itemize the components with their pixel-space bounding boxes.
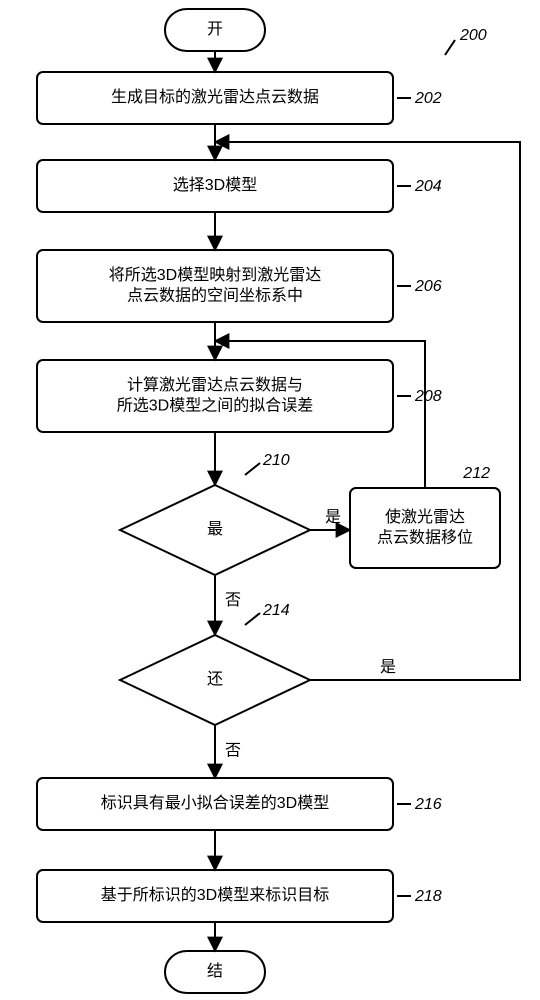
label-214: 214 (262, 602, 290, 619)
edge-214-no: 否 (225, 743, 241, 760)
terminal-end-text: 结 (207, 962, 223, 980)
decision-214-text: 还 (207, 670, 223, 688)
flowchart: 200开结生成目标的激光雷达点云数据选择3D模型将所选3D模型映射到激光雷达点云… (0, 0, 540, 1000)
process-208 (37, 360, 393, 432)
process-208-text: 计算激光雷达点云数据与 (127, 375, 303, 394)
label-206: 206 (414, 278, 442, 295)
label-212: 212 (462, 465, 490, 482)
process-202-text: 生成目标的激光雷达点云数据 (111, 88, 319, 106)
process-206-text: 将所选3D模型映射到激光雷达 (109, 266, 321, 284)
label-216: 216 (414, 796, 442, 813)
label-210-tick (245, 463, 260, 475)
process-216-text: 标识具有最小拟合误差的3D模型 (101, 794, 329, 812)
figure-label: 200 (459, 27, 487, 44)
process-204-text: 选择3D模型 (173, 176, 257, 194)
process-206-text: 点云数据的空间坐标系中 (127, 287, 303, 305)
label-204: 204 (414, 178, 442, 195)
edge-210-yes: 是 (325, 509, 341, 526)
label-210: 210 (262, 452, 290, 469)
process-218-text: 基于所标识的3D模型来标识目标 (101, 886, 329, 904)
label-214-tick (245, 613, 260, 625)
process-206 (37, 250, 393, 322)
process-212-text: 使激光雷达 (385, 508, 465, 526)
edge-210-no: 否 (225, 592, 241, 609)
decision-210-text: 最 (207, 521, 223, 538)
edge-214-yes: 是 (380, 659, 396, 676)
process-208-text: 所选3D模型之间的拟合误差 (117, 397, 313, 415)
terminal-start-text: 开 (207, 21, 223, 38)
label-218: 218 (414, 888, 442, 905)
figure-label-tick (445, 40, 455, 55)
label-202: 202 (414, 90, 442, 107)
process-212 (350, 488, 500, 568)
label-208: 208 (414, 388, 442, 405)
process-212-text: 点云数据移位 (377, 529, 473, 547)
